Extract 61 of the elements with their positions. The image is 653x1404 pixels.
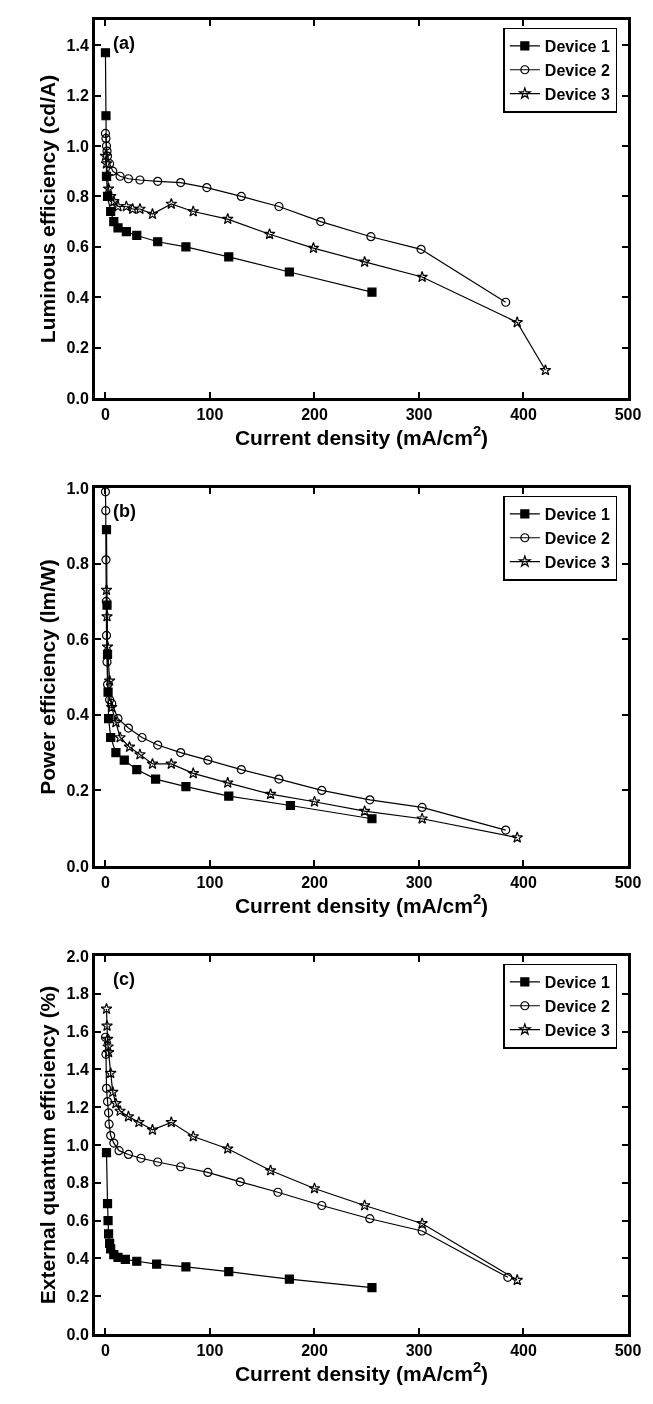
y-axis-title: Power efficiency (lm/W) [35, 559, 59, 795]
y-tick-label: 0.0 [66, 1325, 89, 1343]
x-tick-label: 200 [301, 1342, 328, 1360]
x-tick-label: 400 [510, 406, 537, 424]
x-axis-title: Current density (mA/cm$^{2}$) [234, 891, 489, 918]
y-tick-label: 0.2 [66, 1287, 89, 1305]
x-tick-label: 300 [405, 874, 433, 892]
x-tick-label: 100 [196, 874, 224, 892]
x-tick-label: 100 [196, 406, 224, 424]
x-tick-label: 0 [101, 874, 110, 892]
annotation: (a) [113, 33, 135, 53]
x-tick-label: 0 [101, 1342, 110, 1360]
x-tick-label: 500 [614, 874, 642, 892]
x-axis-title: Current density (mA/cm$^{2}$) [234, 423, 489, 450]
y-tick-label: 1.2 [66, 87, 89, 105]
legend-label: Device 1 [544, 974, 610, 992]
y-tick-label: 1.4 [66, 1061, 89, 1078]
x-tick-label: 500 [614, 1342, 642, 1360]
x-tick-label: 0 [101, 406, 110, 424]
x-tick-label: 100 [196, 1342, 224, 1360]
y-tick-label: 1.6 [66, 1023, 89, 1041]
legend-label: Device 2 [544, 530, 610, 547]
x-tick-label: 200 [301, 406, 328, 424]
y-tick-label: 0.4 [66, 706, 89, 724]
y-axis-title: Luminous efficiency (cd/A) [35, 74, 59, 344]
y-tick-label: 0.6 [66, 238, 89, 256]
y-tick-label: 1.0 [66, 1136, 89, 1154]
x-tick-label: 300 [405, 406, 433, 424]
legend-label: Device 2 [544, 62, 610, 79]
y-tick-label: 1.4 [66, 36, 89, 54]
y-tick-label: 0.2 [66, 339, 89, 357]
y-axis-title: External quantum efficiency (%) [35, 985, 59, 1305]
legend-label: Device 2 [544, 998, 610, 1015]
y-tick-label: 0.4 [66, 1250, 89, 1267]
y-tick-label: 0.0 [66, 389, 89, 407]
annotation: (b) [113, 501, 136, 521]
y-tick-label: 1.0 [66, 479, 89, 497]
y-tick-label: 0.8 [66, 188, 89, 205]
y-tick-label: 2.0 [66, 947, 89, 965]
y-tick-label: 1.0 [66, 137, 89, 155]
x-tick-label: 500 [614, 406, 642, 424]
y-tick-label: 0.8 [66, 555, 89, 573]
x-tick-label: 400 [510, 874, 537, 892]
y-tick-label: 0.4 [66, 288, 89, 306]
x-tick-label: 400 [510, 1342, 537, 1360]
x-tick-label: 300 [405, 1342, 433, 1360]
annotation: (c) [113, 969, 135, 989]
y-tick-label: 0.8 [66, 1174, 89, 1192]
legend-label: Device 3 [544, 85, 610, 103]
y-tick-label: 0.2 [66, 782, 89, 799]
legend-label: Device 1 [544, 38, 610, 56]
legend-label: Device 3 [544, 553, 610, 571]
legend-label: Device 1 [544, 506, 610, 524]
x-tick-label: 200 [301, 874, 328, 892]
y-tick-label: 0.6 [66, 630, 89, 648]
y-tick-label: 1.8 [66, 985, 89, 1003]
y-tick-label: 1.2 [66, 1098, 89, 1116]
y-tick-label: 0.0 [66, 857, 89, 875]
y-tick-label: 0.6 [66, 1212, 89, 1230]
legend-label: Device 3 [544, 1021, 610, 1039]
x-axis-title: Current density (mA/cm$^{2}$) [234, 1359, 489, 1386]
